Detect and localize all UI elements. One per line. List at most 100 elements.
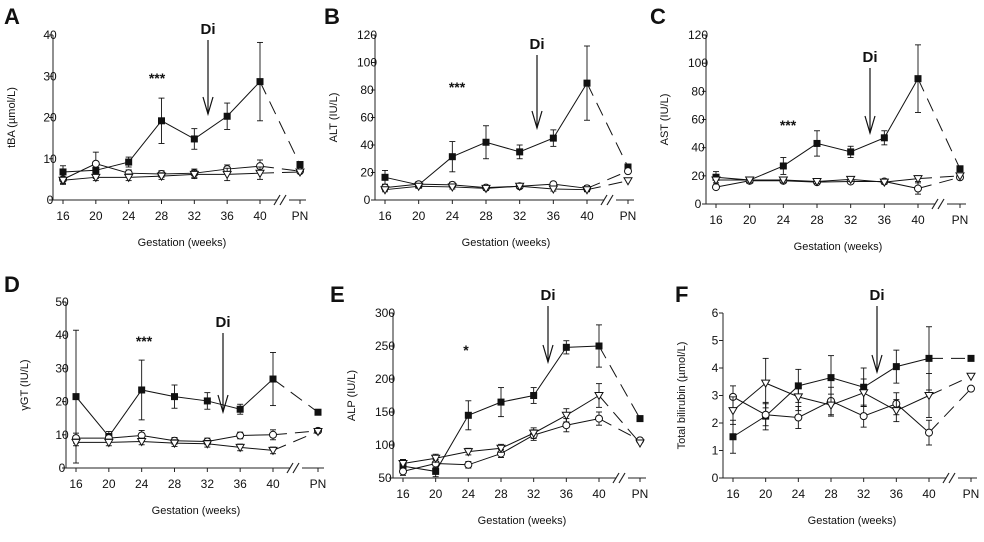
series-triangle [58,166,305,186]
data-point-triangle [481,184,491,194]
data-point-triangle [812,177,822,187]
data-point-square [314,408,322,416]
panel-letter: F [675,282,688,307]
y-tick-label: 100 [375,438,395,452]
x-tick-label: 20 [429,487,443,501]
data-point-square [381,173,389,181]
x-tick-label: 24 [777,213,791,227]
axis-break-mark [612,472,620,484]
series-triangle [380,177,633,195]
x-tick-label: 36 [233,477,247,491]
axis-break-mark [286,462,294,474]
data-point-triangle [514,182,525,192]
y-tick-label: 40 [43,28,57,42]
data-point-triangle [728,407,738,416]
x-axis-label: Gestation (weeks) [138,237,227,249]
pn-dashed-line [598,395,641,444]
data-point-square [223,112,231,120]
data-point-triangle [430,454,441,464]
y-tick-label: 20 [691,169,705,183]
data-point-circle [967,384,975,393]
x-tick-label-pn: PN [952,213,969,227]
x-tick-label: 20 [412,209,426,223]
x-tick-label: 20 [743,213,757,227]
di-arrow-head [871,354,883,375]
data-point-triangle [90,173,101,183]
data-point-triangle [955,172,965,181]
y-axis-label: Total bilirubin (µmol/L) [676,342,688,450]
x-tick-label: 20 [102,477,116,491]
x-axis-label: Gestation (weeks) [808,515,897,527]
data-point-square [448,153,456,161]
di-label: Di [541,287,556,304]
data-point-square [256,78,264,86]
panel-letter: E [330,282,345,307]
axis-break-mark [279,194,287,206]
data-point-circle [859,412,868,421]
data-point-square [497,398,505,406]
y-tick-label: 0 [47,193,54,207]
data-point-square [516,148,524,156]
data-point-square [956,165,964,173]
data-point-triangle [891,407,902,416]
data-point-triangle [548,185,559,195]
data-point-square [203,397,211,405]
x-tick-label: 40 [266,477,280,491]
x-tick-label: 32 [513,209,527,223]
x-tick-label: 20 [759,487,773,501]
data-point-triangle [58,176,68,186]
x-tick-label: 24 [446,209,460,223]
data-point-square [158,117,165,125]
panel-letter: D [4,272,20,297]
x-tick-label: 32 [188,209,202,223]
pn-dashed-line [259,171,301,174]
y-axis-label: γGT (IU/L) [19,359,31,410]
y-tick-label: 300 [375,306,395,320]
series-triangle [398,383,645,469]
y-tick-label: 200 [375,372,395,386]
di-arrow-head [531,110,543,131]
axis-break-mark [948,472,956,484]
pn-dashed-line [917,78,961,170]
y-tick-label: 5 [712,334,719,348]
data-point-triangle [313,427,323,437]
x-tick-label: 32 [844,213,858,227]
data-point-triangle [496,444,506,454]
data-point-triangle [295,168,305,177]
data-point-triangle [103,438,114,448]
pn-dashed-line [272,430,319,436]
x-tick-label: 32 [527,487,541,501]
data-point-triangle [169,439,180,449]
panel-c: C 0 20 40 60 80 100 120 16 20 24 28 32 36 40 PN Gestatio… [650,4,968,253]
data-point-triangle [793,393,804,402]
data-point-square [125,158,133,166]
y-tick-label: 30 [55,361,69,375]
pn-dashed-line [259,165,301,172]
pn-dashed-line [586,180,629,191]
y-tick-label: 40 [55,328,69,342]
data-point-triangle [913,175,923,184]
data-point-square [583,79,591,87]
x-tick-label: 28 [824,487,838,501]
data-point-square [549,134,557,142]
x-tick-label: 40 [911,213,925,227]
y-tick-label: 100 [357,56,377,70]
di-arrow-head [542,344,554,365]
x-tick-label: 16 [69,477,83,491]
significance-marker: * [463,342,469,358]
data-point-triangle [189,170,200,180]
x-tick-label: 24 [122,209,136,223]
y-tick-label: 10 [55,428,69,442]
data-point-triangle [447,183,458,192]
pn-dashed-line [586,170,629,189]
data-point-triangle [778,176,789,186]
data-point-square [880,134,888,142]
x-tick-label: 16 [56,209,70,223]
axis-break-mark [937,198,945,210]
data-point-square [914,75,922,83]
data-point-square [482,138,490,146]
data-point-triangle [235,443,246,453]
y-axis-label: ALP (IU/L) [346,370,358,421]
series-square [729,326,975,454]
